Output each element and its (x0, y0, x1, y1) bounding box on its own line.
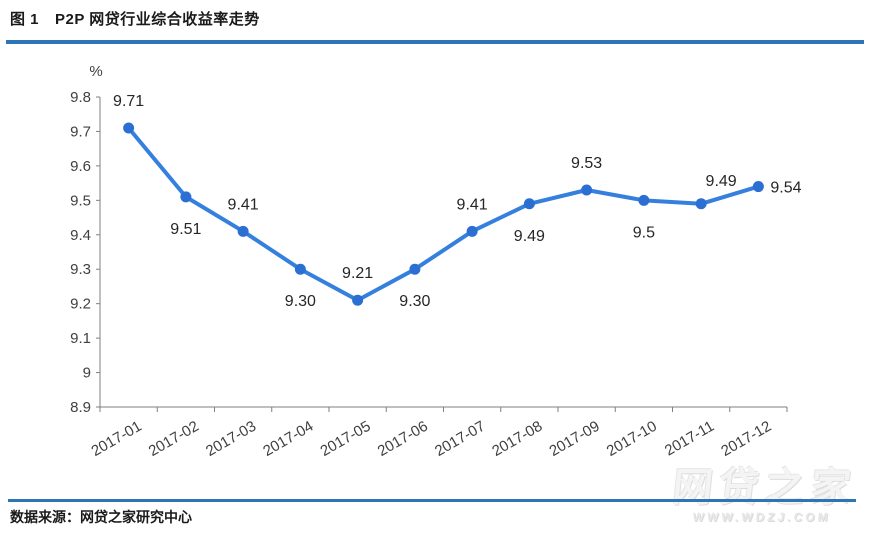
y-tick-label: 9.5 (70, 192, 91, 209)
y-tick-label: 9.8 (70, 89, 91, 106)
percent-unit-label: % (89, 63, 102, 80)
data-point-label: 9.49 (514, 228, 545, 245)
data-point-marker (352, 294, 364, 306)
y-tick-label: 8.9 (70, 399, 91, 416)
data-point-marker (523, 198, 535, 210)
data-point-marker (466, 225, 478, 237)
figure-number: 图 1 (10, 11, 40, 28)
data-point-label: 9.5 (633, 224, 655, 241)
y-tick-label: 9.2 (70, 296, 91, 313)
top-divider (6, 40, 864, 44)
figure-title-text: P2P 网贷行业综合收益率走势 (55, 11, 260, 28)
bottom-divider (8, 499, 856, 502)
data-point-label: 9.30 (399, 293, 430, 310)
series-line (126, 126, 761, 303)
x-tick-label: 2017-01 (88, 418, 144, 460)
data-point-marker (581, 184, 593, 196)
x-tick-label: 2017-04 (260, 418, 316, 460)
data-point-label: 9.41 (457, 196, 488, 213)
x-tick-label: 2017-05 (317, 418, 373, 460)
y-tick-label: 9.7 (70, 123, 91, 140)
watermark-url-text: WWW.WDZJ.COM (691, 510, 832, 524)
data-point-marker (294, 263, 306, 275)
figure-title: 图 1 P2P 网贷行业综合收益率走势 (10, 8, 260, 29)
data-point-label: 9.54 (770, 180, 801, 197)
x-tick-label: 2017-11 (662, 418, 717, 460)
data-point-label: 9.51 (170, 221, 201, 238)
y-tick-label: 9 (83, 365, 91, 382)
line-chart: % 9.8 9.7 9.6 9.5 9.4 9.3 9.2 9.1 9 8.9 2017-01 2017… (0, 45, 870, 485)
data-point-label: 9.71 (113, 93, 144, 110)
x-tick-label: 2017-12 (718, 418, 774, 460)
x-tick-label: 2017-08 (489, 418, 545, 460)
data-source: 数据来源：网贷之家研究中心 (10, 509, 192, 525)
x-tick-label: 2017-06 (375, 418, 431, 460)
data-point-marker (638, 194, 650, 206)
y-tick-label: 9.4 (70, 227, 91, 244)
data-point-label: 9.41 (228, 196, 259, 213)
data-point-marker (180, 191, 192, 203)
x-tick-label: 2017-09 (546, 418, 602, 460)
data-point-label: 9.49 (706, 173, 737, 190)
data-point-marker (409, 263, 421, 275)
y-tick-label: 9.6 (70, 158, 91, 175)
data-point-marker (695, 198, 707, 210)
data-point-marker (752, 181, 764, 193)
data-point-label: 9.21 (342, 265, 373, 282)
x-tick-label: 2017-02 (146, 418, 202, 460)
x-tick-label: 2017-10 (604, 418, 660, 460)
data-point-label: 9.30 (285, 293, 316, 310)
data-point-marker (123, 122, 135, 134)
x-tick-label: 2017-03 (203, 418, 259, 460)
y-tick-label: 9.3 (70, 261, 91, 278)
x-tick-label: 2017-07 (432, 418, 488, 460)
y-tick-label: 9.1 (70, 330, 91, 347)
data-point-marker (237, 225, 249, 237)
data-point-label: 9.53 (571, 155, 602, 172)
